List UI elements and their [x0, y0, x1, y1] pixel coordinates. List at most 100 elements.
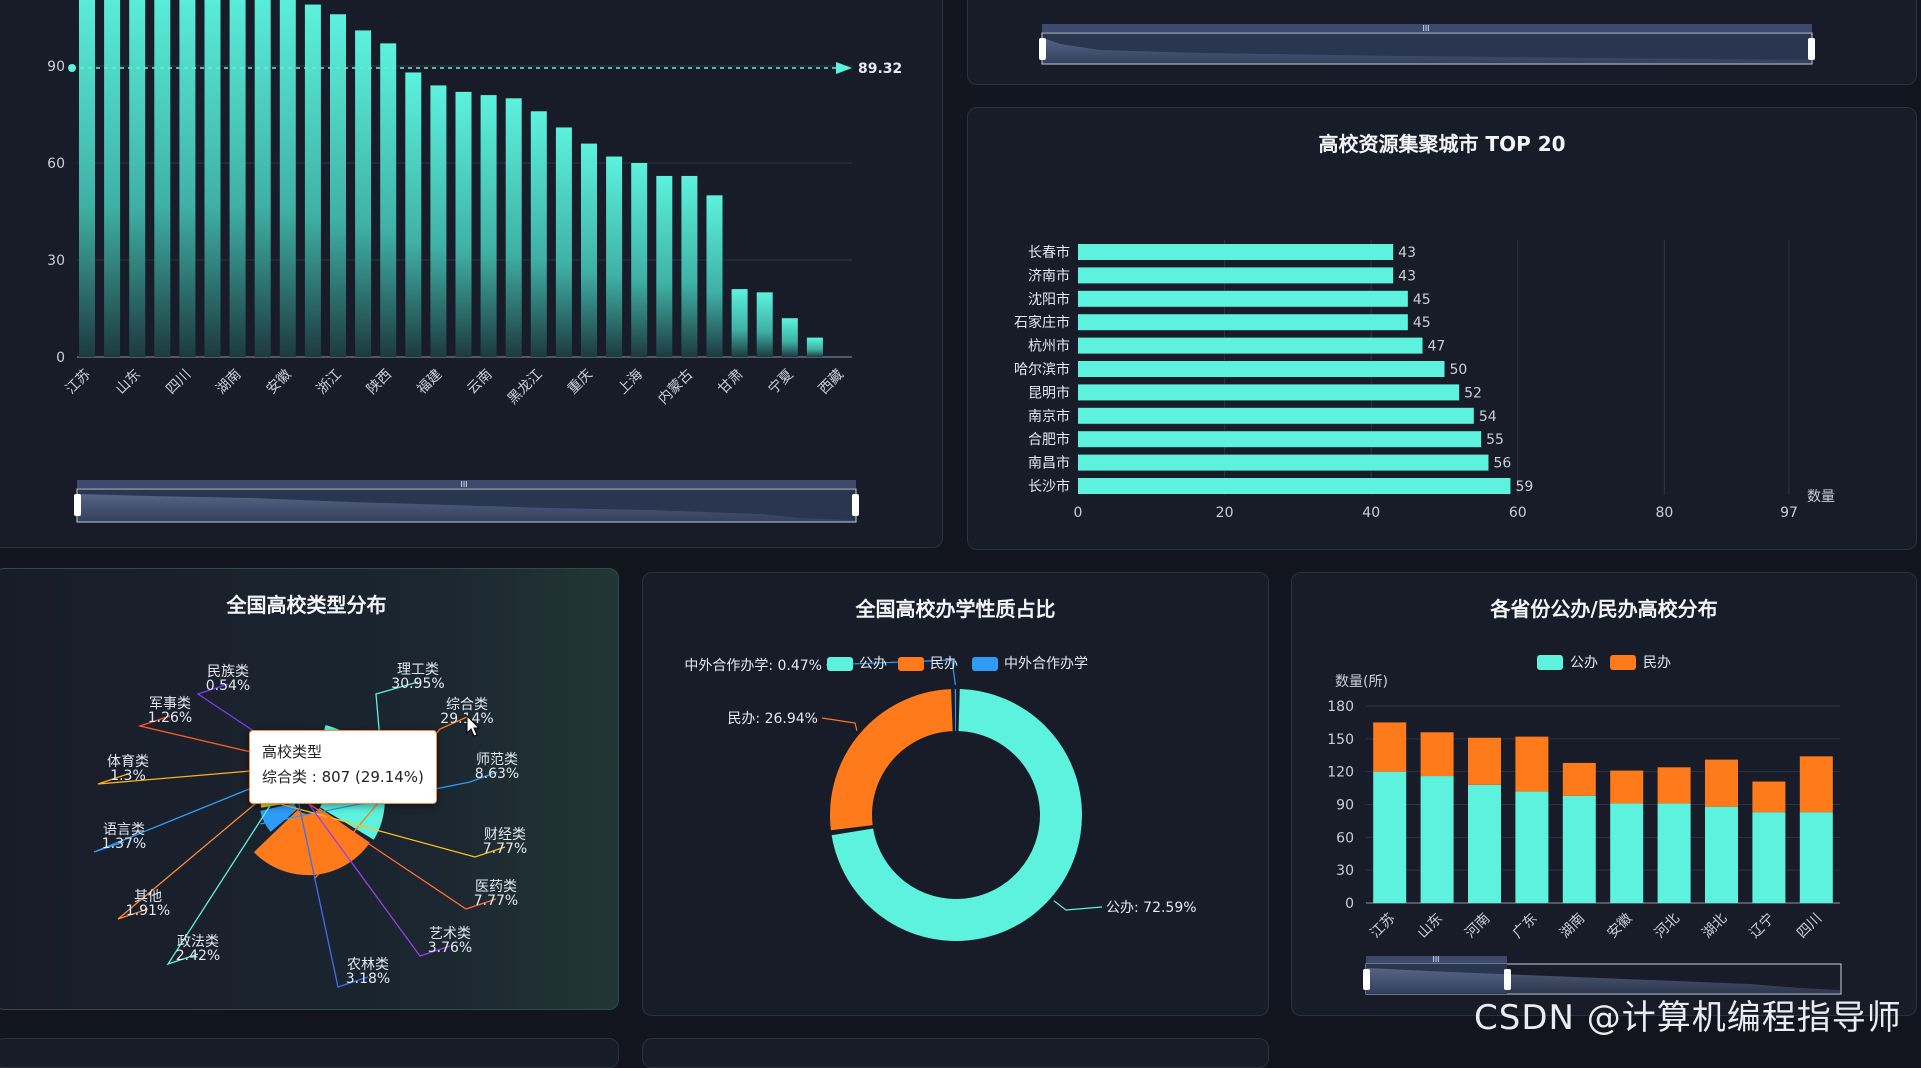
nature-legend[interactable]: 公办 民办 中外合作办学	[827, 656, 1088, 672]
city-chart-title: 高校资源集聚城市 TOP 20	[1318, 132, 1566, 156]
nature-slice[interactable]	[954, 689, 957, 732]
province-xlabel: 四川	[163, 367, 194, 398]
city-bar[interactable]	[1078, 361, 1445, 377]
pp-legend-swatch[interactable]	[1610, 655, 1636, 670]
city-bar[interactable]	[1078, 290, 1408, 307]
city-bar[interactable]	[1078, 407, 1474, 424]
province-bar[interactable]	[756, 292, 773, 357]
province-bar[interactable]	[380, 43, 397, 357]
province-bar[interactable]	[806, 337, 823, 357]
province-bar[interactable]	[129, 0, 146, 357]
province-bar[interactable]	[279, 0, 296, 358]
nature-label: 公办: 72.59%	[1106, 900, 1197, 916]
province-bar[interactable]	[455, 91, 472, 357]
city-value: 43	[1398, 245, 1416, 261]
city-bar[interactable]	[1078, 431, 1482, 448]
province-bar[interactable]	[179, 0, 196, 357]
nature-legend-swatch[interactable]	[827, 657, 853, 671]
city-bar[interactable]	[1078, 478, 1511, 494]
province-bar[interactable]	[330, 14, 346, 358]
province-bar[interactable]	[405, 72, 422, 357]
pubpriv-datazoom[interactable]: III	[1363, 955, 1842, 995]
province-bar[interactable]	[355, 30, 372, 358]
province-bar[interactable]	[530, 111, 547, 358]
pp-bar-public[interactable]	[1752, 812, 1786, 903]
pp-bar-public[interactable]	[1373, 771, 1407, 903]
pp-bar-private[interactable]	[1752, 781, 1786, 813]
pp-bar-private[interactable]	[1705, 759, 1738, 807]
city-bar[interactable]	[1078, 314, 1408, 331]
pp-bar-public[interactable]	[1515, 791, 1549, 903]
province-bar[interactable]	[430, 85, 447, 358]
zoom-handle-left[interactable]	[74, 494, 81, 516]
pp-ytick: 60	[1336, 830, 1354, 846]
type-leader-line	[289, 763, 369, 988]
pp-bar-private[interactable]	[1420, 732, 1454, 777]
pp-bar-public[interactable]	[1468, 784, 1501, 903]
pp-bar-public[interactable]	[1610, 803, 1644, 903]
pp-bar-private[interactable]	[1468, 737, 1501, 785]
city-value: 52	[1464, 385, 1482, 401]
pp-zoom-handle-right[interactable]	[1504, 969, 1511, 990]
province-bar[interactable]	[581, 143, 597, 357]
pubpriv-legend[interactable]: 公办 民办	[1537, 655, 1671, 671]
province-bar[interactable]	[555, 127, 572, 357]
province-bar[interactable]	[505, 98, 522, 357]
province-bar[interactable]	[681, 175, 698, 357]
pp-bar-public[interactable]	[1657, 803, 1691, 903]
type-slice[interactable]	[260, 803, 298, 832]
pp-bar-private[interactable]	[1799, 756, 1833, 813]
city-bar[interactable]	[1078, 267, 1394, 284]
zoom-handle-right[interactable]	[852, 494, 859, 516]
svg-text:III: III	[1432, 955, 1439, 964]
city-bar[interactable]	[1078, 454, 1489, 471]
pp-xlabel: 辽宁	[1746, 910, 1778, 942]
type-name: 医药类	[475, 879, 517, 895]
top-right-datazoom[interactable]: III	[1039, 24, 1815, 65]
province-bar[interactable]	[79, 0, 95, 357]
pp-bar-public[interactable]	[1420, 776, 1454, 903]
nature-label: 民办: 26.94%	[727, 711, 818, 727]
province-bar[interactable]	[480, 95, 497, 357]
pp-bar-private[interactable]	[1373, 722, 1407, 772]
province-bar[interactable]	[104, 0, 121, 357]
province-datazoom[interactable]: III	[74, 480, 859, 523]
province-ytick: 60	[47, 156, 65, 172]
pp-legend-swatch[interactable]	[1537, 655, 1563, 670]
province-bar[interactable]	[606, 156, 623, 357]
province-bar[interactable]	[656, 175, 673, 357]
pp-bar-private[interactable]	[1562, 762, 1596, 796]
city-bar[interactable]	[1078, 244, 1394, 260]
top-zoom-handle-left[interactable]	[1039, 38, 1046, 60]
province-bar[interactable]	[304, 4, 321, 357]
city-bar[interactable]	[1078, 384, 1460, 401]
province-bar[interactable]	[731, 289, 748, 357]
city-label: 长沙市	[1028, 478, 1070, 495]
city-value: 47	[1428, 339, 1446, 355]
nature-slice[interactable]	[831, 689, 1082, 941]
province-bar[interactable]	[706, 195, 723, 357]
pp-zoom-handle-left[interactable]	[1363, 969, 1370, 990]
type-pct: 3.76%	[428, 940, 472, 956]
city-bar[interactable]	[1078, 337, 1423, 354]
province-bar[interactable]	[631, 163, 648, 357]
pp-bar-public[interactable]	[1562, 795, 1596, 903]
type-leader-line	[166, 762, 299, 966]
pp-bar-private[interactable]	[1657, 767, 1691, 804]
type-rose-pie: 理工类30.95%综合类29.14%师范类8.63%财经类7.77%医药类7.7…	[93, 662, 527, 988]
nature-slice[interactable]	[830, 689, 953, 831]
pp-bar-public[interactable]	[1705, 806, 1738, 903]
pp-xlabel: 广东	[1510, 911, 1541, 942]
top-zoom-handle-right[interactable]	[1808, 38, 1815, 60]
nature-legend-swatch[interactable]	[972, 657, 998, 671]
province-bar[interactable]	[154, 0, 171, 357]
pp-bar-public[interactable]	[1799, 812, 1833, 903]
province-bar[interactable]	[254, 0, 271, 357]
province-bar[interactable]	[204, 0, 221, 357]
nature-legend-swatch[interactable]	[898, 657, 924, 671]
pp-ytick: 120	[1327, 765, 1354, 781]
province-bar[interactable]	[229, 0, 246, 357]
pp-bar-private[interactable]	[1610, 770, 1644, 804]
pp-bar-private[interactable]	[1515, 736, 1549, 792]
province-bar[interactable]	[781, 318, 798, 357]
